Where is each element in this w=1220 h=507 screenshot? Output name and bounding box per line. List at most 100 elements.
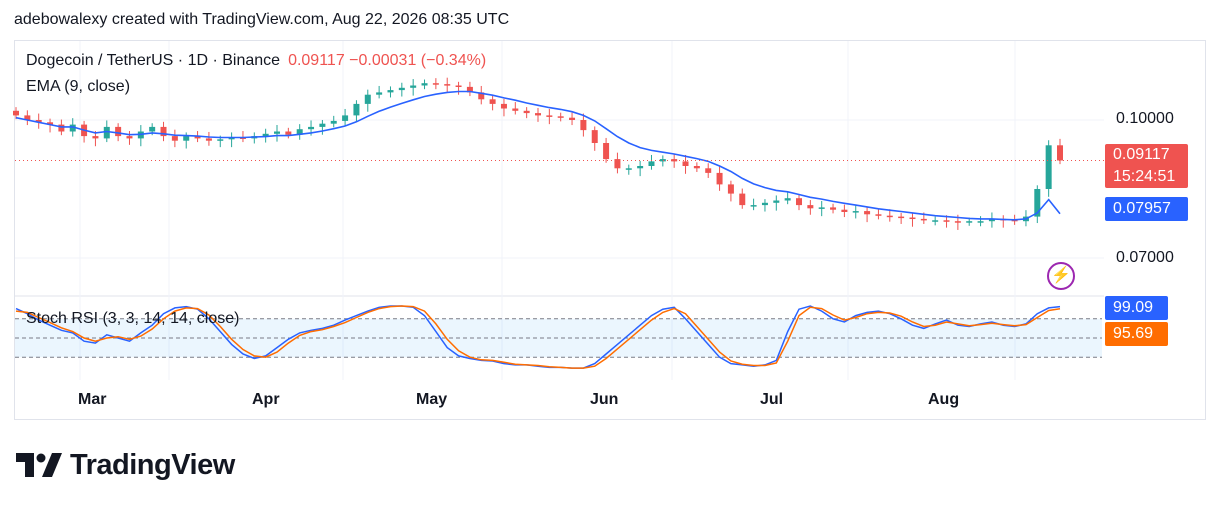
candle-body [682, 161, 689, 166]
lightning-bolt-icon[interactable]: ⚡ [1047, 262, 1075, 290]
stoch-legend: Stoch RSI (3, 3, 14, 14, close) [26, 310, 240, 327]
candle [432, 78, 439, 90]
candle [353, 100, 360, 122]
candle [81, 120, 88, 143]
candle-body [285, 131, 292, 135]
candle [285, 127, 292, 139]
candle [830, 203, 837, 214]
candle [932, 216, 939, 226]
candle [569, 112, 576, 126]
candle [761, 199, 768, 212]
candle-body [784, 198, 791, 201]
candle [342, 108, 349, 126]
candle-body [739, 193, 746, 206]
candle-body [943, 220, 950, 222]
candle [478, 85, 485, 105]
candle [466, 81, 473, 97]
candle-body [160, 126, 167, 137]
candle [24, 110, 31, 126]
candle [705, 163, 712, 178]
symbol-title: Dogecoin / TetherUS · 1D · Binance [26, 52, 281, 69]
candle-body [818, 207, 825, 209]
candle-body [977, 221, 984, 223]
ema-line [15, 90, 1061, 221]
candle-body [886, 215, 893, 218]
candle-body [954, 221, 961, 223]
candle [171, 129, 178, 148]
candle-body [671, 159, 678, 162]
chart-credit: adebowalexy created with TradingView.com… [14, 11, 510, 28]
candle [251, 132, 258, 144]
candle-body [864, 211, 871, 215]
candle [126, 131, 133, 145]
candle [512, 102, 519, 115]
candle-body [637, 166, 644, 169]
candle-body [69, 124, 76, 132]
chart-legend: Dogecoin / TetherUS · 1D · Binance 0.0911… [26, 52, 486, 70]
candle [977, 216, 984, 227]
candle-body [171, 136, 178, 141]
candle-body [58, 124, 65, 132]
candle-body [830, 207, 837, 210]
candle-body [296, 129, 303, 135]
candle [523, 107, 530, 119]
candle-body [103, 126, 110, 139]
candle [47, 118, 54, 133]
candle [239, 131, 246, 143]
candle-body [387, 90, 394, 93]
candle [35, 113, 42, 129]
candle-body [466, 86, 473, 93]
candle [1057, 138, 1063, 165]
candle [546, 108, 553, 125]
candle [852, 204, 859, 219]
candle-body [535, 113, 541, 116]
candle-body [92, 136, 99, 139]
candle-body [716, 172, 723, 185]
candle-body [489, 99, 496, 104]
candle-body [274, 131, 280, 134]
candle [137, 125, 144, 147]
candle [909, 212, 916, 227]
candles [13, 77, 1063, 230]
candle-body [126, 136, 133, 139]
candle-body [319, 123, 326, 127]
candle-body [580, 120, 587, 131]
chart-frame [14, 40, 1206, 420]
candle-body [1057, 145, 1063, 161]
candle-body [591, 130, 598, 143]
candle [739, 188, 746, 209]
x-label-may: May [416, 391, 448, 408]
candle-body [376, 92, 383, 95]
candle-body [410, 85, 417, 88]
candle-body [47, 122, 54, 125]
x-label-jul: Jul [760, 391, 784, 408]
candle [410, 79, 417, 96]
candle [557, 112, 564, 122]
candle-body [24, 115, 31, 120]
candle [818, 200, 825, 217]
candle-body [852, 211, 859, 213]
candle [274, 125, 280, 142]
candle [444, 77, 451, 92]
candle-body [308, 126, 315, 130]
candle [364, 89, 371, 112]
candle [13, 107, 19, 120]
candle-body [648, 161, 655, 166]
tradingview-logo[interactable]: TradingView [16, 448, 235, 482]
candle-body [512, 108, 519, 111]
last-price-value: 0.09117 [1113, 146, 1170, 163]
candle-body [1045, 145, 1052, 189]
x-label-aug: Aug [928, 391, 960, 408]
price-label-upper: 0.10000 [1116, 110, 1174, 127]
candle [376, 85, 383, 99]
candle [205, 131, 212, 146]
candle [898, 212, 905, 224]
ema-legend: EMA (9, close) [26, 78, 131, 95]
candle [716, 166, 723, 191]
candle [750, 198, 757, 211]
candle [807, 200, 814, 215]
candle-body [932, 220, 939, 222]
candle-body [432, 83, 439, 85]
candle-body [398, 87, 405, 91]
